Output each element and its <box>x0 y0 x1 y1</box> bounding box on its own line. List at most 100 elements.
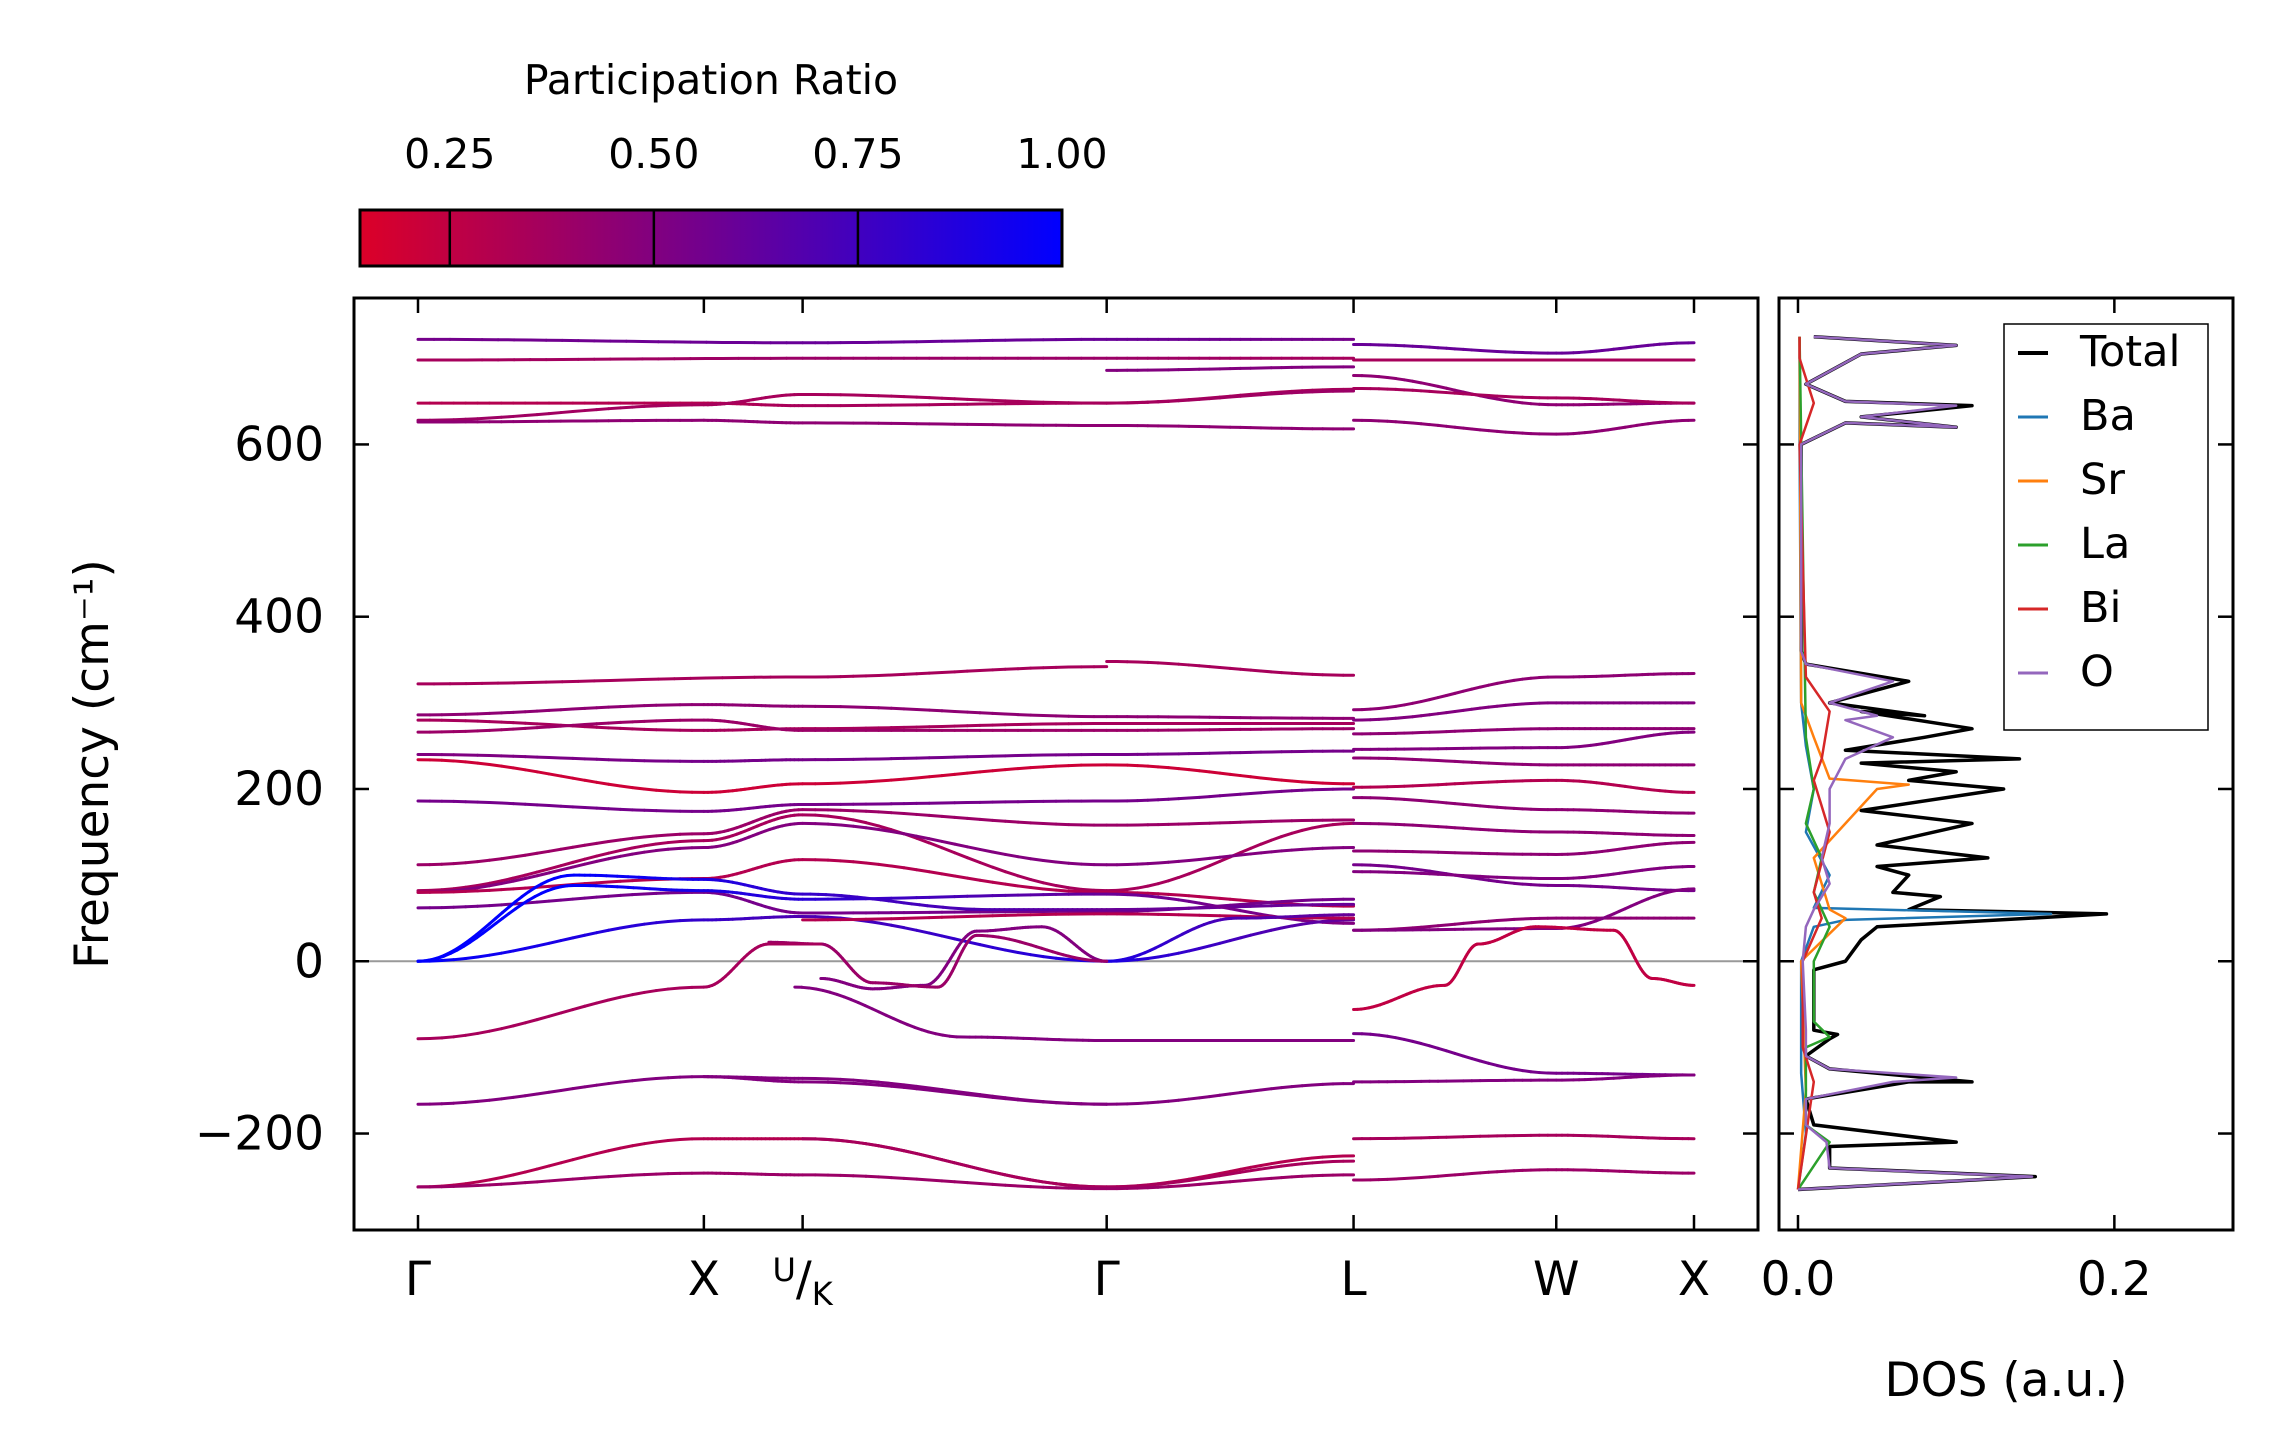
band-segment <box>1177 872 1191 879</box>
band-segment <box>927 841 944 850</box>
legend-label-ba: Ba <box>2080 391 2136 441</box>
band-segment <box>1029 821 1045 826</box>
band-segment <box>864 826 881 831</box>
band-segment <box>499 1181 515 1186</box>
band-segment <box>666 1075 682 1080</box>
band-segment <box>1249 668 1263 673</box>
band-segment <box>1269 670 1284 675</box>
band-segment <box>1054 956 1071 962</box>
band-segment <box>1228 936 1242 943</box>
band-segment <box>523 413 539 418</box>
band-segment <box>991 880 1007 886</box>
band-segment <box>571 776 587 782</box>
band-segment <box>583 895 599 900</box>
y-tick-label: 0 <box>294 934 324 989</box>
band-segment <box>583 1152 599 1159</box>
band-segment <box>583 1083 599 1089</box>
band-segment <box>889 672 906 677</box>
band-segment <box>511 1170 527 1177</box>
band-segment <box>607 726 622 730</box>
band-segment <box>864 779 881 784</box>
band-segment <box>559 845 575 851</box>
band-segment <box>915 707 931 712</box>
band-segment <box>595 998 611 1005</box>
band-segment <box>1218 1092 1232 1097</box>
band-segment <box>607 838 622 844</box>
band-segment <box>642 877 658 882</box>
band-segment <box>978 878 995 884</box>
band-segment <box>1280 671 1294 675</box>
band-segment <box>464 904 480 909</box>
band-segment <box>965 1093 982 1098</box>
band-segment <box>666 986 682 991</box>
band-segment <box>523 1018 539 1025</box>
band-segment <box>1269 789 1284 794</box>
band-segment <box>1003 852 1020 859</box>
band-segment <box>889 923 906 930</box>
band-segment <box>607 406 622 411</box>
band-segment <box>902 776 919 781</box>
band-segment <box>1300 1156 1314 1161</box>
band-segment <box>953 1180 969 1185</box>
band-segment <box>1310 919 1325 925</box>
band-segment <box>1197 795 1212 799</box>
band-segment <box>1003 882 1020 888</box>
band-segment <box>1166 797 1181 801</box>
band-segment <box>487 711 503 715</box>
band-segment <box>1280 899 1294 904</box>
band-segment <box>940 839 957 846</box>
legend-label-o: O <box>2080 647 2114 697</box>
band-segment <box>618 879 634 883</box>
band-segment <box>877 1144 893 1150</box>
band-segment <box>1146 1100 1160 1105</box>
band-segment <box>595 928 611 935</box>
band-segment <box>523 768 539 774</box>
band-segment <box>1218 905 1232 911</box>
band-segment <box>851 809 868 813</box>
band-segment <box>1166 662 1181 666</box>
band-segment <box>1016 766 1033 771</box>
band-segment <box>889 706 906 711</box>
band-y-ticks: −200 0 200 400 600 <box>195 417 1758 1162</box>
band-segment <box>902 866 919 872</box>
band-segment <box>978 1182 995 1186</box>
band-23 <box>416 787 1356 813</box>
band-segment <box>1067 889 1083 894</box>
colorbar-tick-label: 0.75 <box>812 130 903 178</box>
colorbar-tick-label: 0.25 <box>404 130 495 178</box>
band-segment <box>618 852 634 858</box>
band-segment <box>915 1084 931 1090</box>
band-segment <box>1259 669 1273 674</box>
band-segment <box>1003 1173 1020 1179</box>
band-segment <box>991 865 1007 874</box>
band-segment <box>1166 896 1181 902</box>
band-segment <box>978 711 995 715</box>
band-segment <box>864 919 881 925</box>
band-structure-panel: −200 0 200 400 600 Γ X U/K Γ L W X Frequency (cm⁻¹… <box>65 296 1760 1313</box>
band-segment <box>1177 858 1191 863</box>
band-segment <box>839 1139 855 1144</box>
band-segment <box>1187 857 1201 862</box>
band-segment <box>1290 1084 1304 1089</box>
band-segment <box>607 879 622 884</box>
band-segment <box>535 1179 551 1184</box>
legend-label-la: La <box>2080 519 2130 569</box>
band-segment <box>523 944 539 950</box>
band-segment <box>1310 846 1325 851</box>
band-segment <box>559 1177 575 1182</box>
band-segment <box>1156 860 1170 865</box>
band-segment <box>487 857 503 862</box>
band-segment <box>1269 1160 1284 1166</box>
band-segment <box>547 868 563 875</box>
band-segment <box>940 814 957 819</box>
band-55 <box>1352 1168 1696 1182</box>
band-segment <box>666 846 682 851</box>
band-segment <box>618 807 634 812</box>
band-segment <box>476 884 491 890</box>
band-segment <box>1029 1099 1045 1104</box>
k-label: Γ <box>1094 1252 1120 1307</box>
band-segment <box>864 1174 881 1179</box>
dos-x-tick-label: 0.0 <box>1761 1252 1836 1307</box>
band-segment <box>1249 775 1263 780</box>
